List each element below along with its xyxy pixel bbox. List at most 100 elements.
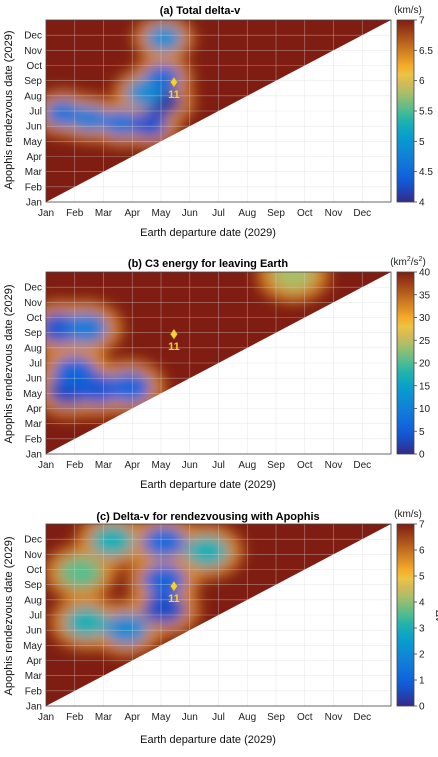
colorbar-tick-label: 0 (419, 702, 425, 713)
colorbar-tick-label: 35 (419, 290, 431, 301)
x-tick-label: Oct (297, 460, 313, 471)
x-tick-label: Feb (66, 460, 84, 471)
colorbar-tick-label: 4 (419, 598, 425, 609)
colorbar-side-label: Δv (433, 610, 438, 622)
panel-rendezvous-delta-v: (c) Delta-v for rendezvousing with Apoph… (0, 504, 438, 757)
y-tick-label: Dec (24, 283, 42, 294)
x-tick-label: Jan (38, 460, 54, 471)
marker-label: 11 (168, 89, 180, 101)
grid (46, 20, 391, 202)
chart-title: (a) Total delta-v (160, 5, 241, 17)
y-tick-label: Feb (25, 686, 43, 697)
x-tick-label: May (152, 712, 171, 723)
x-tick-label: Aug (238, 208, 256, 219)
y-tick-label: Jul (29, 359, 42, 370)
plot-frame (45, 523, 392, 707)
colorbar-tick-label: 0 (419, 450, 425, 461)
colorbar (396, 523, 415, 707)
colorbar-tick-label: 5.5 (419, 107, 433, 118)
y-tick-label: Aug (24, 343, 42, 354)
x-tick-label: Mar (95, 460, 113, 471)
x-tick-label: Aug (238, 712, 256, 723)
chart-title: (b) C3 energy for leaving Earth (128, 258, 288, 270)
y-tick-label: Oct (26, 61, 42, 72)
panel-total-delta-v: (a) Total delta-v (km/s) Earth departure… (0, 0, 438, 252)
y-tick-label: Jun (26, 374, 42, 385)
colorbar-unit: (km/s) (394, 5, 422, 16)
y-tick-label: May (23, 641, 42, 652)
heatmap-region (104, 612, 149, 645)
y-axis-label: Apophis rendezvous date (2029) (3, 31, 15, 190)
x-axis-label: Earth departure date (2029) (140, 734, 276, 746)
y-tick-label: Nov (24, 46, 42, 57)
x-axis-label: Earth departure date (2029) (140, 227, 276, 239)
colorbar-tick-label: 6 (419, 546, 425, 557)
x-tick-label: Mar (95, 712, 113, 723)
x-tick-label: May (152, 208, 171, 219)
colorbar-tick-label: 3 (419, 624, 425, 635)
x-tick-label: Nov (325, 208, 343, 219)
y-tick-label: Nov (24, 550, 42, 561)
y-tick-label: Apr (26, 656, 42, 667)
y-tick-label: Jun (26, 626, 42, 637)
colorbar (396, 271, 415, 455)
heatmap-region (107, 371, 151, 404)
optimal-marker (170, 76, 178, 88)
x-tick-label: Nov (325, 712, 343, 723)
x-tick-label: Sep (267, 712, 285, 723)
x-tick-label: Aug (238, 460, 256, 471)
x-tick-label: Dec (353, 712, 371, 723)
y-tick-label: Apr (26, 152, 42, 163)
x-tick-label: Apr (124, 712, 140, 723)
heatmap-region (70, 105, 108, 133)
plot-frame (45, 271, 392, 455)
y-tick-label: May (23, 137, 42, 148)
panel-c3-energy: (b) C3 energy for leaving Earth (km2/s2)… (0, 252, 438, 504)
y-tick-label: Mar (25, 419, 43, 430)
heatmap-region (142, 526, 186, 559)
x-tick-label: Jun (182, 460, 198, 471)
x-tick-label: Apr (124, 460, 140, 471)
x-tick-label: May (152, 460, 171, 471)
y-tick-label: Sep (24, 328, 42, 339)
heatmap-region (58, 556, 103, 589)
heatmap-region (64, 606, 108, 639)
x-tick-label: Oct (297, 712, 313, 723)
y-tick-label: Sep (24, 580, 42, 591)
colorbar-tick-label: 40 (419, 268, 431, 279)
y-tick-label: Mar (25, 671, 43, 682)
y-tick-label: Jul (29, 611, 42, 622)
x-tick-label: Sep (267, 460, 285, 471)
colorbar-tick-label: 5 (419, 572, 425, 583)
y-tick-label: Jan (26, 198, 42, 209)
y-tick-label: Aug (24, 91, 42, 102)
colorbar-tick-label: 2 (419, 650, 425, 661)
y-tick-label: Jun (26, 122, 42, 133)
y-tick-label: Sep (24, 76, 42, 87)
colorbar-tick-label: 30 (419, 313, 431, 324)
x-tick-label: Dec (353, 460, 371, 471)
colorbar-tick-label: 1 (419, 676, 425, 687)
y-tick-label: Dec (24, 31, 42, 42)
heatmap-region (271, 272, 315, 291)
y-tick-label: Oct (26, 565, 42, 576)
heatmap-region (102, 109, 140, 137)
chart-c3-energy: (b) C3 energy for leaving Earth (km2/s2)… (3, 256, 431, 491)
marker-label: 11 (168, 341, 180, 353)
heatmap-region (64, 312, 108, 344)
x-tick-label: Feb (66, 712, 84, 723)
y-tick-label: Dec (24, 535, 42, 546)
x-axis-label: Earth departure date (2029) (140, 479, 276, 491)
x-tick-label: Nov (325, 460, 343, 471)
colorbar-tick-label: 10 (419, 404, 431, 415)
colorbar-tick-label: 5 (419, 427, 425, 438)
x-tick-label: Oct (297, 208, 313, 219)
colorbar-tick-label: 7 (419, 16, 425, 27)
y-tick-label: Nov (24, 298, 42, 309)
marker-label: 11 (168, 593, 180, 605)
plot-frame (45, 19, 392, 203)
colorbar-tick-label: 25 (419, 336, 431, 347)
heatmap-region (142, 593, 186, 625)
y-tick-label: Jan (26, 450, 42, 461)
y-tick-label: Jan (26, 702, 42, 713)
